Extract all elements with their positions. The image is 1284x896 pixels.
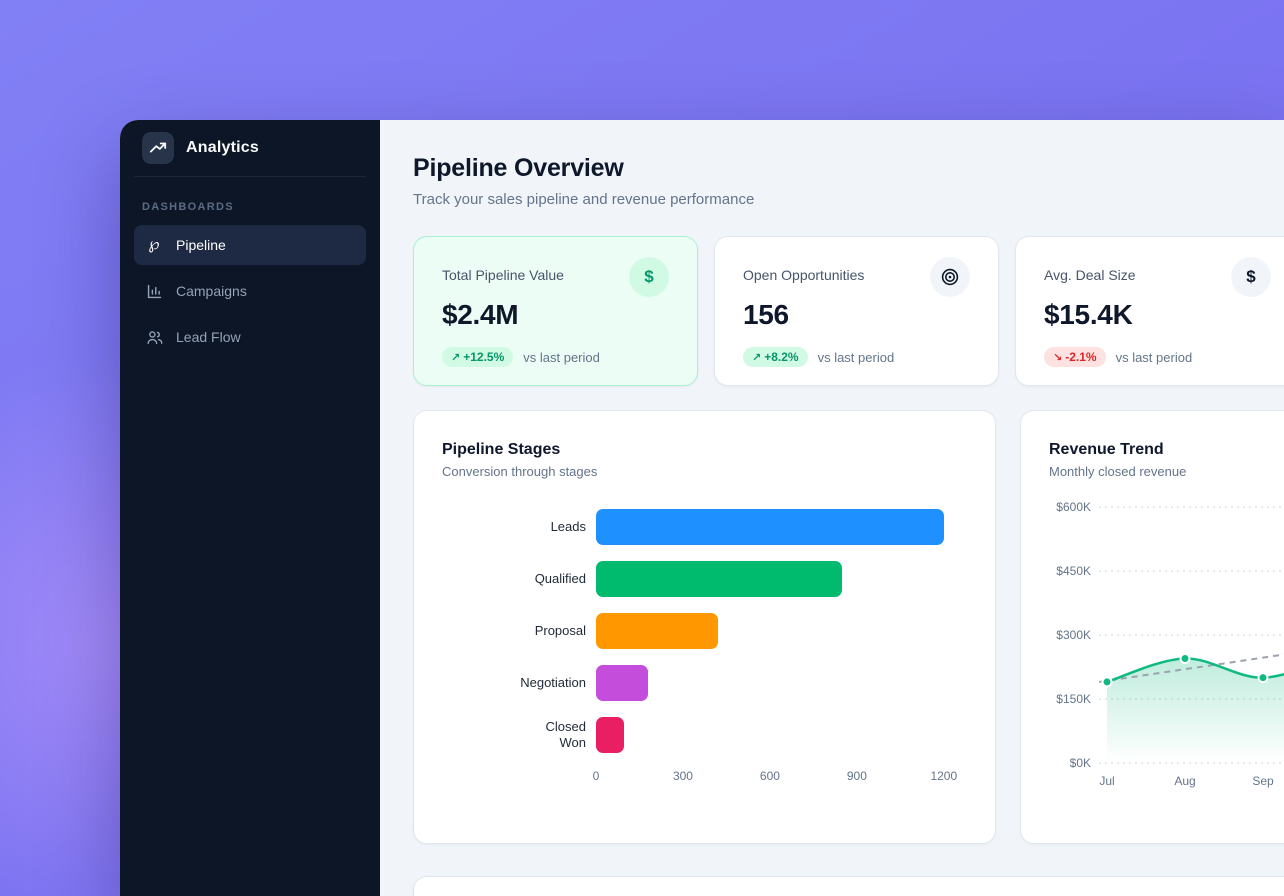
trend-up-icon: ↗ — [752, 351, 762, 364]
trending-up-icon — [149, 142, 167, 153]
page-title: Pipeline Overview — [413, 154, 624, 182]
funnel-row: Proposal — [500, 613, 967, 649]
sidebar-item-pipeline[interactable]: ℘ Pipeline — [134, 225, 366, 265]
funnel-category-label: Proposal — [534, 622, 586, 638]
funnel-row: Closed Won — [500, 717, 967, 753]
funnel-category-label: Qualified — [534, 570, 586, 586]
axis-tick-label: 900 — [846, 769, 867, 783]
dollar-icon: $ — [1231, 257, 1271, 297]
funnel-bar-leads — [596, 509, 944, 545]
funnel-row: Leads — [500, 509, 967, 545]
sidebar-nav: ℘ Pipeline Campaigns — [134, 225, 366, 363]
app-name: Analytics — [186, 139, 259, 156]
kpi-value: 156 — [743, 299, 789, 330]
sidebar-item-lead-flow[interactable]: Lead Flow — [134, 317, 366, 357]
delta-badge: ↗ +12.5% — [442, 347, 514, 367]
svg-text:Sep: Sep — [1252, 774, 1274, 788]
svg-text:Jul: Jul — [1099, 774, 1114, 788]
kpi-label: Open Opportunities — [743, 267, 865, 283]
kpi-value: $15.4K — [1044, 299, 1133, 330]
funnel-row: Negotiation — [500, 665, 967, 701]
app-logo — [142, 132, 174, 164]
funnel-category-label: Negotiation — [520, 674, 586, 690]
pipeline-stages-card: Pipeline Stages Conversion through stage… — [413, 410, 996, 844]
funnel-bar-closed-won — [596, 717, 624, 753]
kpi-card-avg-deal-size: Avg. Deal Size $ $15.4K ↘ -2.1% vs last p… — [1015, 236, 1284, 386]
chart-subtitle: Monthly closed revenue — [1049, 464, 1187, 479]
axis-tick-label: 600 — [759, 769, 780, 783]
funnel-bar-proposal — [596, 613, 718, 649]
kpi-compare-label: vs last period — [523, 349, 600, 365]
bottom-card — [413, 876, 1284, 896]
kpi-row: Total Pipeline Value $ $2.4M ↗ +12.5% vs … — [413, 236, 1284, 386]
sidebar-header: Analytics — [134, 120, 366, 177]
sidebar-item-campaigns[interactable]: Campaigns — [134, 271, 366, 311]
kpi-compare-label: vs last period — [1115, 349, 1193, 365]
kpi-label: Avg. Deal Size — [1044, 267, 1136, 283]
nav-label: Campaigns — [176, 283, 247, 299]
kpi-card-total-pipeline-value: Total Pipeline Value $ $2.4M ↗ +12.5% vs … — [413, 236, 698, 386]
chart-title: Pipeline Stages — [442, 441, 561, 458]
data-point-marker — [1179, 652, 1191, 664]
svg-text:Aug: Aug — [1174, 774, 1195, 788]
svg-text:$600K: $600K — [1056, 500, 1091, 514]
axis-tick-label: 300 — [672, 769, 693, 783]
kpi-value: $2.4M — [442, 299, 519, 330]
svg-text:$450K: $450K — [1056, 564, 1091, 578]
trend-svg: $600K $450K $300K $150K $0K Jul Aug Sep — [1056, 500, 1284, 788]
delta-badge: ↗ +8.2% — [743, 347, 808, 367]
trend-up-icon: ↗ — [451, 351, 461, 364]
sidebar: Analytics DASHBOARDS ℘ Pipeline Campaign… — [120, 120, 380, 896]
users-icon — [144, 329, 164, 346]
axis-tick-label: 0 — [592, 769, 600, 783]
funnel-bar-negotiation — [596, 665, 649, 701]
kpi-label: Total Pipeline Value — [442, 267, 564, 283]
funnel-category-label: Leads — [550, 518, 586, 534]
svg-text:$150K: $150K — [1056, 692, 1091, 706]
funnel-x-axis: 0 300 600 900 1200 — [592, 769, 967, 787]
page-subtitle: Track your sales pipeline and revenue pe… — [413, 191, 755, 208]
target-icon — [930, 257, 970, 297]
revenue-trend-chart: $600K $450K $300K $150K $0K Jul Aug Sep — [1049, 495, 1284, 795]
funnel-category-label: Closed Won — [545, 718, 586, 750]
data-point-marker — [1257, 672, 1269, 684]
app-window: Analytics DASHBOARDS ℘ Pipeline Campaign… — [120, 120, 1284, 896]
kpi-card-open-opportunities: Open Opportunities 156 ↗ +8.2% vs last pe… — [714, 236, 999, 386]
dollar-icon: $ — [629, 257, 669, 297]
funnel-bar-qualified — [596, 561, 843, 597]
pipeline-icon: ℘ — [148, 236, 160, 253]
data-point-marker — [1101, 676, 1113, 688]
chart-subtitle: Conversion through stages — [442, 464, 598, 479]
svg-text:$0K: $0K — [1070, 756, 1091, 770]
nav-label: Lead Flow — [176, 329, 241, 345]
sidebar-section-label: DASHBOARDS — [142, 201, 234, 213]
revenue-trend-card: Revenue Trend Monthly closed revenue $60… — [1020, 410, 1284, 844]
chart-title: Revenue Trend — [1049, 441, 1164, 458]
charts-row: Pipeline Stages Conversion through stage… — [413, 410, 1284, 844]
axis-tick-label: 1200 — [930, 769, 958, 783]
pipeline-stages-chart: Leads Qualified Proposal Negotiation Closed … — [442, 509, 967, 787]
delta-badge: ↘ -2.1% — [1044, 347, 1106, 367]
main-content: Pipeline Overview Track your sales pipel… — [380, 120, 1284, 896]
kpi-compare-label: vs last period — [817, 349, 895, 365]
svg-text:$300K: $300K — [1056, 628, 1091, 642]
bar-chart-icon — [144, 283, 164, 300]
funnel-row: Qualified — [500, 561, 967, 597]
trend-down-icon: ↘ — [1053, 351, 1063, 364]
nav-label: Pipeline — [176, 237, 226, 253]
